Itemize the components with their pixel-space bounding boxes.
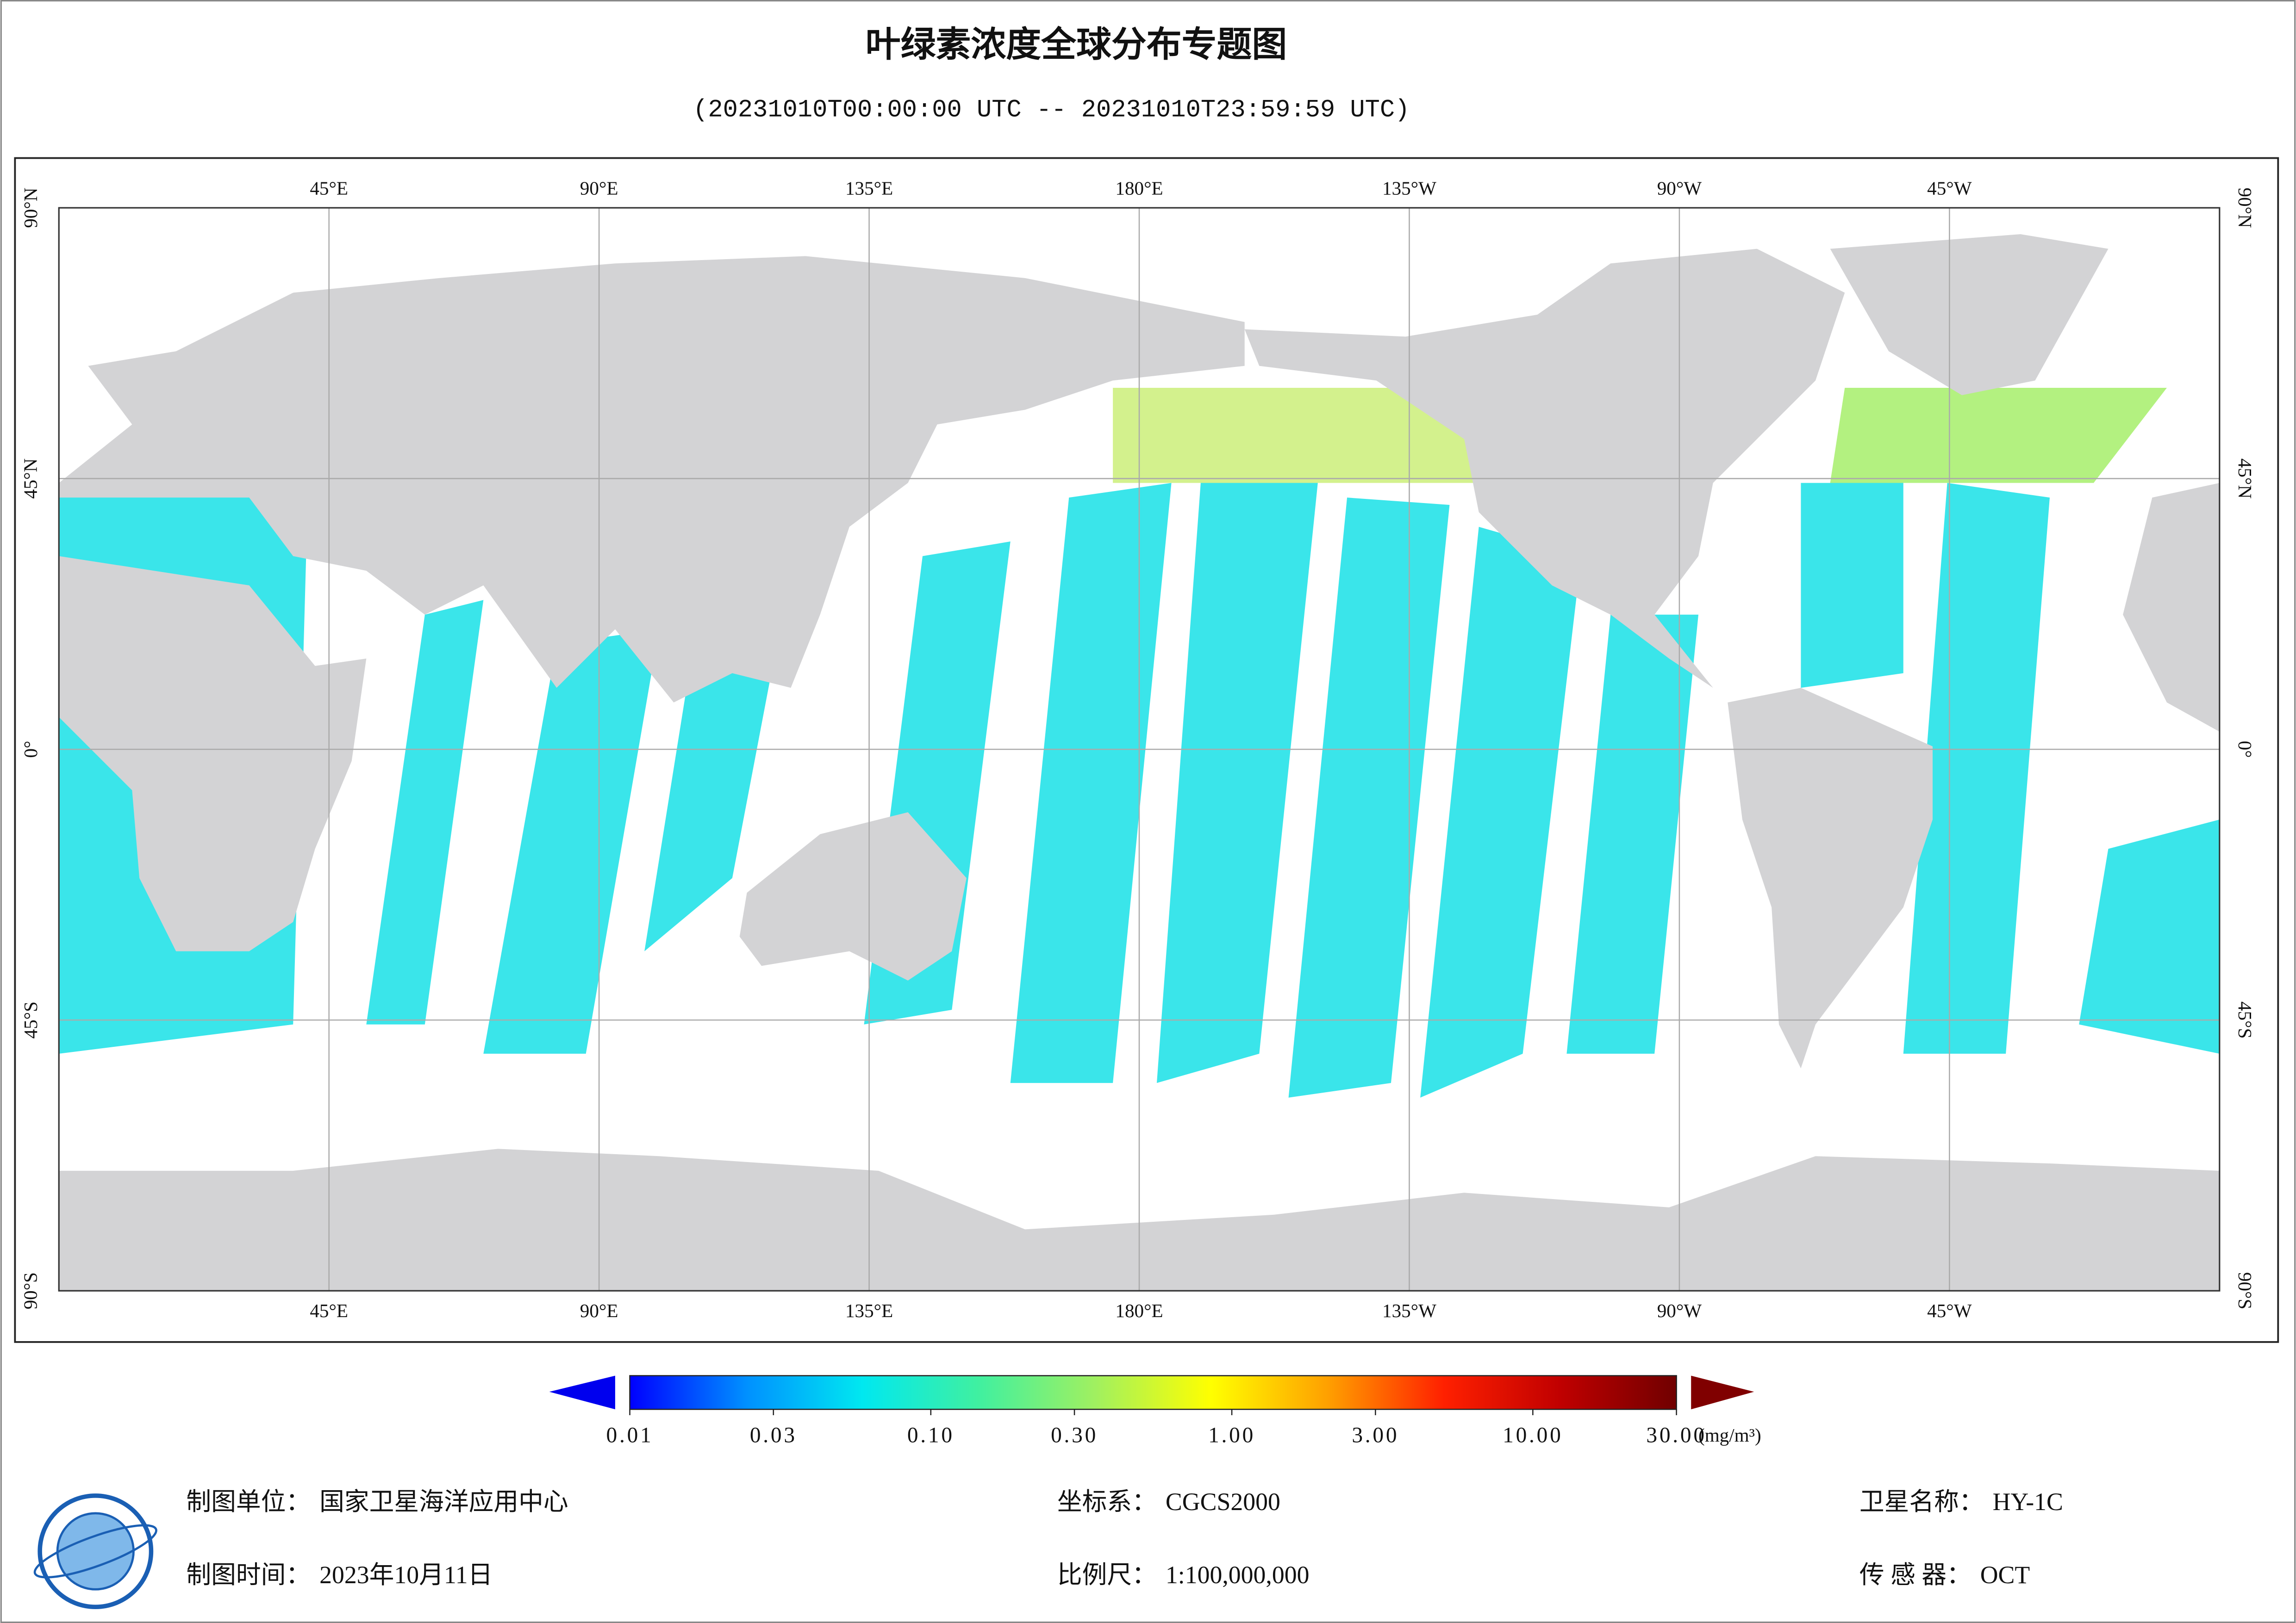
colorbar-under-arrow <box>549 1375 615 1410</box>
footer-value: 1:100,000,000 <box>1166 1561 1310 1589</box>
footer-item: 制图时间： 2023年10月11日 <box>186 1561 493 1589</box>
lon-label-top: 180°E <box>1115 178 1163 199</box>
colorbar-tick-label: 10.00 <box>1503 1423 1563 1447</box>
map-frame <box>14 157 2279 1343</box>
legend <box>549 1375 1754 1410</box>
colorbar-tick-label: 1.00 <box>1208 1423 1255 1447</box>
colorbar-unit: (mg/m³) <box>1698 1424 1761 1446</box>
lat-label-left: 45°N <box>20 458 41 498</box>
footer-label: 制图时间： <box>186 1561 311 1589</box>
footer-item: 坐标系： CGCS2000 <box>1057 1488 1280 1516</box>
lat-label-left: 45°S <box>20 1001 41 1038</box>
lon-label-bottom: 135°W <box>1382 1300 1436 1321</box>
colorbar-tick-label: 0.10 <box>907 1423 955 1447</box>
colorbar-tick-label: 30.00 <box>1646 1423 1706 1447</box>
lon-label-top: 90°E <box>580 178 618 199</box>
footer-label: 传 感 器： <box>1859 1561 1972 1589</box>
footer-item: 制图单位： 国家卫星海洋应用中心 <box>186 1488 568 1516</box>
lat-label-left: 0° <box>20 741 41 758</box>
colorbar <box>629 1375 1677 1410</box>
colorbar-tick-label: 3.00 <box>1352 1423 1399 1447</box>
colorbar-tick-label: 0.30 <box>1051 1423 1098 1447</box>
lat-label-left: 90°S <box>20 1272 41 1309</box>
footer-value: CGCS2000 <box>1166 1488 1280 1516</box>
colorbar-tick-label: 0.01 <box>606 1423 654 1447</box>
map-body <box>59 207 2220 1292</box>
footer-label: 制图单位： <box>186 1488 311 1516</box>
lat-label-right: 45°S <box>2234 1001 2256 1038</box>
lon-label-top: 45°E <box>310 178 348 199</box>
footer-value: 国家卫星海洋应用中心 <box>319 1488 568 1516</box>
footer-label: 坐标系： <box>1057 1488 1157 1516</box>
footer-label: 卫星名称： <box>1859 1488 1984 1516</box>
colorbar-over-arrow <box>1691 1375 1754 1410</box>
lon-label-bottom: 90°W <box>1657 1300 1702 1321</box>
map-subtitle: (20231010T00:00:00 UTC -- 20231010T23:59… <box>693 96 1410 124</box>
lon-label-top: 135°E <box>845 178 893 199</box>
colorbar-tick-label: 0.03 <box>750 1423 797 1447</box>
footer-item: 卫星名称： HY-1C <box>1859 1488 2063 1516</box>
map-title: 叶绿素浓度全球分布专题图 <box>866 25 1287 64</box>
map-border <box>58 207 2221 1292</box>
logo <box>33 1493 157 1609</box>
lon-label-bottom: 45°W <box>1927 1300 1972 1321</box>
lon-label-bottom: 135°E <box>845 1300 893 1321</box>
footer-item: 传 感 器： OCT <box>1859 1561 2030 1589</box>
lon-label-top: 135°W <box>1382 178 1436 199</box>
lat-label-right: 45°N <box>2234 458 2256 498</box>
lon-label-bottom: 90°E <box>580 1300 618 1321</box>
footer-value: OCT <box>1980 1561 2030 1589</box>
footer-value: 2023年10月11日 <box>319 1561 493 1589</box>
lon-label-top: 90°W <box>1657 178 1702 199</box>
footer-label: 比例尺： <box>1057 1561 1157 1589</box>
lon-label-bottom: 180°E <box>1115 1300 1163 1321</box>
footer-value: HY-1C <box>1993 1488 2063 1516</box>
lat-label-left: 90°N <box>20 187 41 228</box>
lat-label-right: 90°S <box>2234 1272 2256 1309</box>
footer-item: 比例尺： 1:100,000,000 <box>1057 1561 1310 1589</box>
lat-label-right: 0° <box>2234 741 2256 758</box>
lon-label-bottom: 45°E <box>310 1300 348 1321</box>
lat-label-right: 90°N <box>2234 187 2256 228</box>
lon-label-top: 45°W <box>1927 178 1972 199</box>
